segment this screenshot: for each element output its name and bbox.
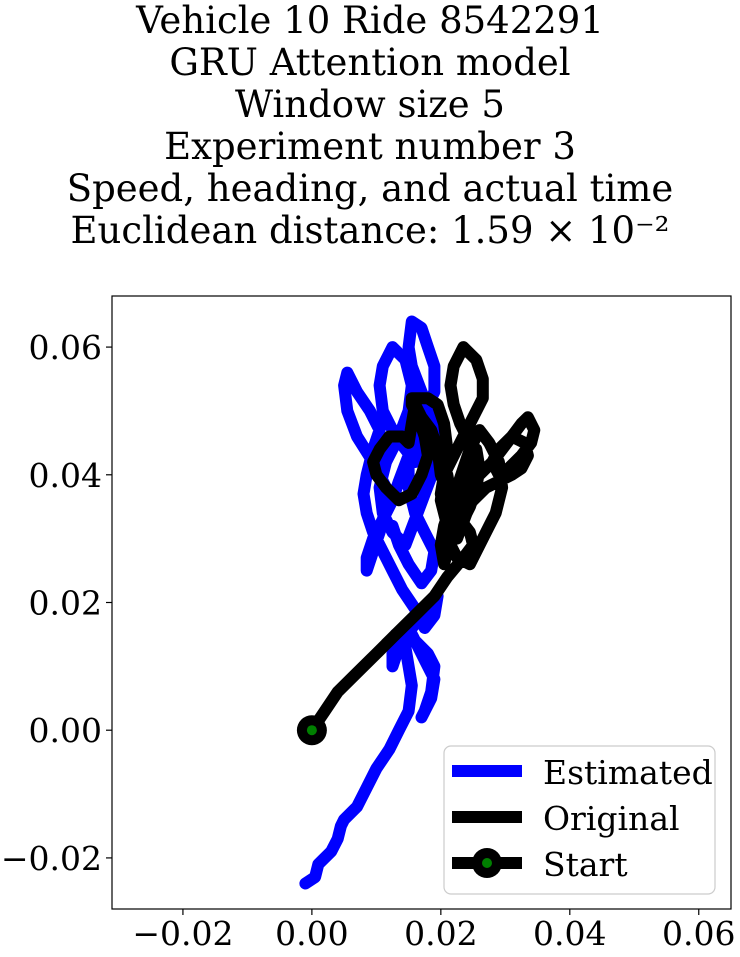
- x-tick-label: 0.00: [275, 914, 348, 953]
- title-line-2: GRU Attention model: [169, 41, 571, 84]
- title-line-6: Euclidean distance: 1.59 × 10⁻²: [70, 209, 670, 252]
- y-tick-label: 0.00: [29, 711, 102, 750]
- series-line-original: [305, 341, 541, 737]
- legend-start-marker-inner: [482, 858, 492, 868]
- title-line-5: Speed, heading, and actual time: [66, 167, 674, 210]
- legend-label-original: Original: [543, 799, 680, 838]
- chart-title: Vehicle 10 Ride 8542291 GRU Attention mo…: [0, 0, 740, 252]
- x-tick-label: 0.02: [404, 914, 477, 953]
- y-tick-label: −0.02: [1, 839, 102, 878]
- y-tick-label: 0.06: [29, 328, 102, 367]
- legend: Estimated Original Start: [443, 745, 716, 895]
- legend-label-start: Start: [543, 845, 628, 884]
- y-tick-label: 0.04: [29, 456, 102, 495]
- y-tick-label: 0.02: [29, 584, 102, 623]
- legend-label-estimated: Estimated: [543, 753, 713, 792]
- start-marker-inner: [306, 725, 317, 736]
- series-layer: [296, 315, 541, 890]
- x-tick-label: 0.06: [662, 914, 735, 953]
- title-line-4: Experiment number 3: [164, 125, 576, 168]
- x-tick-label: 0.04: [533, 914, 606, 953]
- x-tick-label: −0.02: [132, 914, 233, 953]
- title-line-3: Window size 5: [235, 83, 505, 126]
- tick-layer: −0.02 0.00 0.02 0.04 0.06 −0.02 0.00 0.02 0.04 0.…: [1, 328, 736, 953]
- title-line-1: Vehicle 10 Ride 8542291: [136, 0, 604, 42]
